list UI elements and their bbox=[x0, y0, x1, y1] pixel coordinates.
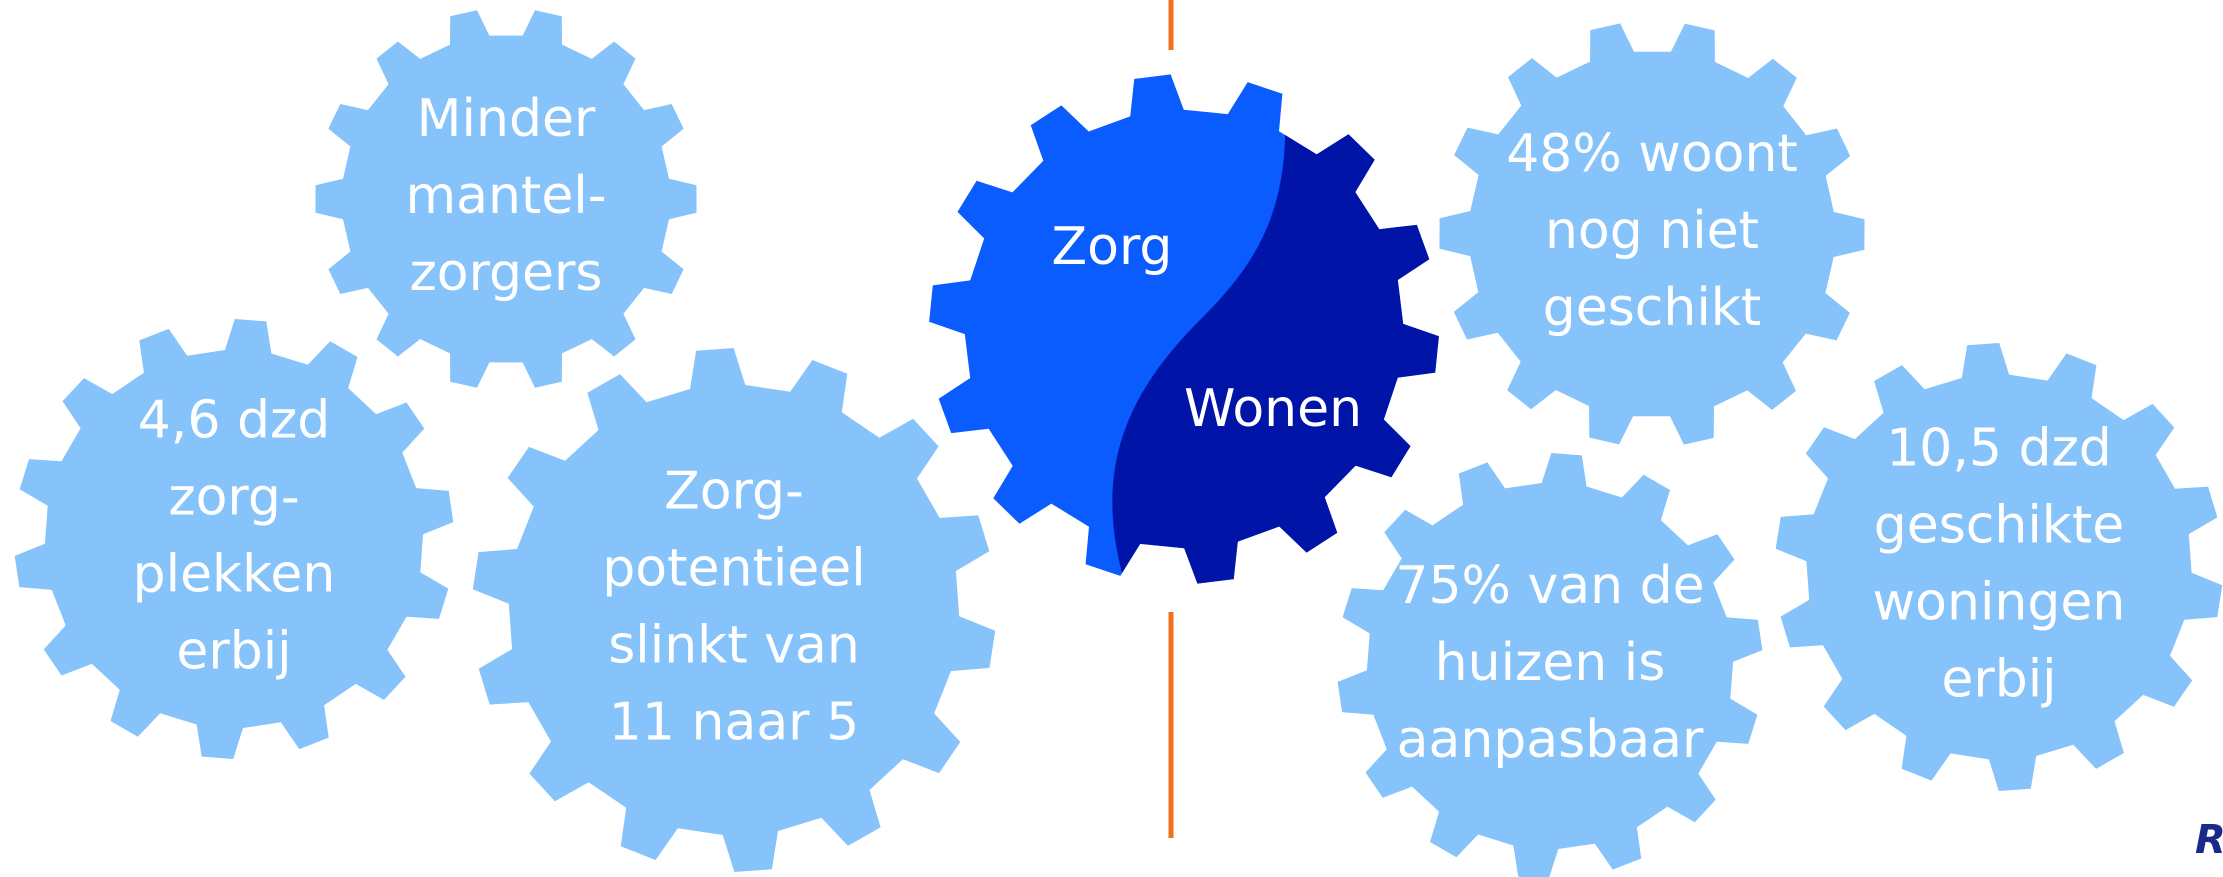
gear-text: aanpasbaar bbox=[1397, 710, 1704, 770]
gear bbox=[472, 348, 996, 872]
gear-text: plekken bbox=[133, 545, 336, 605]
gear-text: woningen bbox=[1873, 573, 2126, 633]
gear-text: 11 naar 5 bbox=[609, 693, 859, 753]
gear-text: 4,6 dzd bbox=[138, 391, 331, 451]
gear-text: zorgers bbox=[409, 243, 602, 303]
gear-text: erbij bbox=[1941, 650, 2056, 710]
gear bbox=[14, 319, 454, 759]
brand: Rab bbox=[2195, 817, 2223, 863]
gear bbox=[1439, 23, 1865, 445]
gear-text: geschikt bbox=[1543, 278, 1762, 338]
gear-text: Minder bbox=[417, 89, 596, 149]
gear bbox=[1775, 343, 2223, 791]
gear-text: slinkt van bbox=[608, 616, 860, 676]
gear-text: nog niet bbox=[1545, 201, 1759, 261]
gear-text: mantel- bbox=[405, 166, 606, 226]
center-left-label: Zorg bbox=[1052, 217, 1173, 277]
gear-text: geschikte bbox=[1874, 496, 2125, 556]
gear-text: 48% woont bbox=[1506, 124, 1798, 184]
gears: Minder mantel-zorgers 4,6 dzd zorg-plekken e… bbox=[14, 10, 2223, 877]
gear bbox=[1337, 453, 1763, 877]
gear-text: 75% van de bbox=[1395, 556, 1704, 616]
gear-text: potentieel bbox=[602, 539, 865, 599]
gear bbox=[315, 10, 697, 388]
gear-text: Zorg- bbox=[664, 462, 804, 522]
gear-text: erbij bbox=[176, 622, 291, 682]
gear-text: zorg- bbox=[168, 468, 299, 528]
gear-text: 10,5 dzd bbox=[1886, 419, 2112, 479]
center-right-label: Wonen bbox=[1184, 379, 1362, 439]
gear-text: huizen is bbox=[1435, 633, 1666, 693]
